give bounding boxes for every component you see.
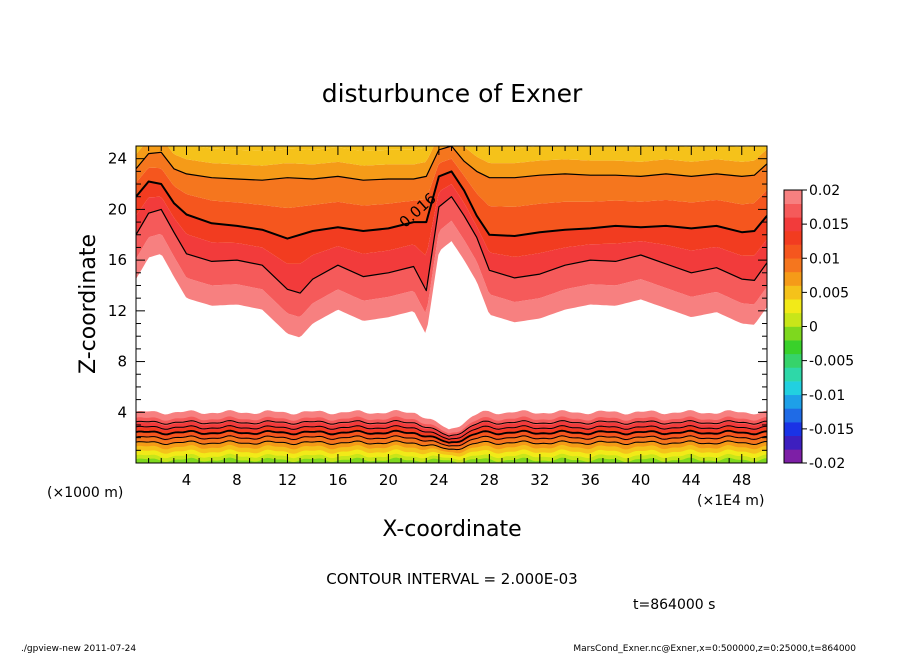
y-unit-label: (×1000 m) (47, 485, 123, 501)
colorbar-swatch (784, 381, 802, 396)
colorbar-tick-label: 0.005 (809, 285, 849, 301)
x-tick-label: 12 (278, 471, 297, 489)
colorbar-swatch (784, 449, 802, 464)
lower-contour-line-3 (136, 435, 767, 447)
x-tick-label: 16 (328, 471, 347, 489)
lower-band-10 (136, 457, 767, 463)
contour-lines (136, 146, 767, 451)
x-tick-label: 28 (480, 471, 499, 489)
y-tick-label: 12 (108, 302, 127, 320)
colorbar-swatch (784, 408, 802, 423)
upper-color-bands (136, 146, 767, 338)
y-tick-label: 24 (108, 150, 127, 168)
lower-contour-line-2 (136, 429, 767, 444)
colorbar-tick-label: 0.01 (809, 251, 840, 267)
upper-band-top (136, 146, 767, 152)
upper-band-2 (136, 184, 767, 293)
colorbar-swatch (784, 340, 802, 355)
x-tick-label: 24 (429, 471, 448, 489)
colorbar-tick-label: -0.015 (809, 422, 854, 438)
time-label: t=864000 s (633, 597, 715, 613)
colorbar-tick-label: -0.005 (809, 354, 854, 370)
colorbar-swatch (784, 367, 802, 382)
colorbar-swatch (784, 271, 802, 286)
x-axis-label: X-coordinate (382, 517, 521, 542)
colorbar-swatch (784, 190, 802, 204)
colorbar-swatch (784, 217, 802, 232)
upper-band-1 (136, 196, 767, 317)
x-tick-label: 48 (732, 471, 751, 489)
upper-band-3 (136, 171, 767, 264)
colorbar-swatch (784, 285, 802, 300)
lower-contour-line-0 (136, 419, 767, 437)
upper-band-6 (136, 146, 767, 181)
upper-contour-line-1 (136, 170, 767, 240)
colorbar-swatch (784, 258, 802, 273)
y-tick-label: 8 (117, 353, 127, 371)
upper-band-4 (136, 158, 767, 239)
x-tick-label: 8 (232, 471, 242, 489)
colorbar-tick-label: 0.02 (809, 183, 840, 199)
footer-left: ./gpview-new 2011-07-24 (21, 644, 136, 654)
colorbar-swatch (784, 422, 802, 436)
x-tick-label: 44 (682, 471, 701, 489)
colorbar-tick-label: 0.015 (809, 217, 849, 233)
x-tick-label: 20 (379, 471, 398, 489)
colorbar-tick-label: -0.01 (809, 388, 845, 404)
colorbar-swatch (784, 353, 802, 368)
colorbar-swatch (784, 299, 802, 314)
upper-band-5 (136, 146, 767, 208)
plot-area (136, 146, 767, 463)
footer-right: MarsCond_Exner.nc@Exner,x=0:500000,z=0:2… (573, 644, 856, 654)
colorbar: 0.02 0.015 0.01 0.005 0 -0.005 -0.01 -0.015 -0.0… (783, 183, 854, 472)
x-axis: 4 8 12 16 20 24 28 32 36 40 44 48 (148, 146, 755, 489)
upper-contour-line-2 (136, 146, 767, 181)
colorbar-swatch (784, 244, 802, 259)
upper-band-7 (136, 146, 767, 166)
colorbar-swatch (784, 230, 802, 245)
x-tick-label: 32 (530, 471, 549, 489)
colorbar-swatch (784, 394, 802, 409)
upper-contour-line-0 (136, 196, 767, 294)
x-tick-label: 40 (631, 471, 650, 489)
y-axis: 4 8 12 16 20 24 (108, 150, 767, 451)
y-axis-label: Z-coordinate (76, 234, 101, 374)
colorbar-swatch (784, 203, 802, 218)
y-tick-label: 20 (108, 200, 127, 218)
x-tick-label: 4 (182, 471, 192, 489)
x-tick-label: 36 (581, 471, 600, 489)
y-tick-label: 4 (117, 403, 127, 421)
x-unit-label: (×1E4 m) (697, 493, 764, 509)
colorbar-tick-label: 0 (809, 320, 818, 336)
colorbar-swatch (784, 312, 802, 327)
chart-title: disturbunce of Exner (322, 79, 583, 108)
contour-interval-label: CONTOUR INTERVAL = 2.000E-03 (326, 570, 577, 588)
lower-contour-line-4 (136, 440, 767, 451)
colorbar-tick-label: -0.02 (809, 456, 845, 472)
colorbar-swatch (784, 326, 802, 341)
lower-contour-line-1 (136, 425, 767, 440)
colorbar-swatch (784, 435, 802, 450)
y-tick-label: 16 (108, 251, 127, 269)
